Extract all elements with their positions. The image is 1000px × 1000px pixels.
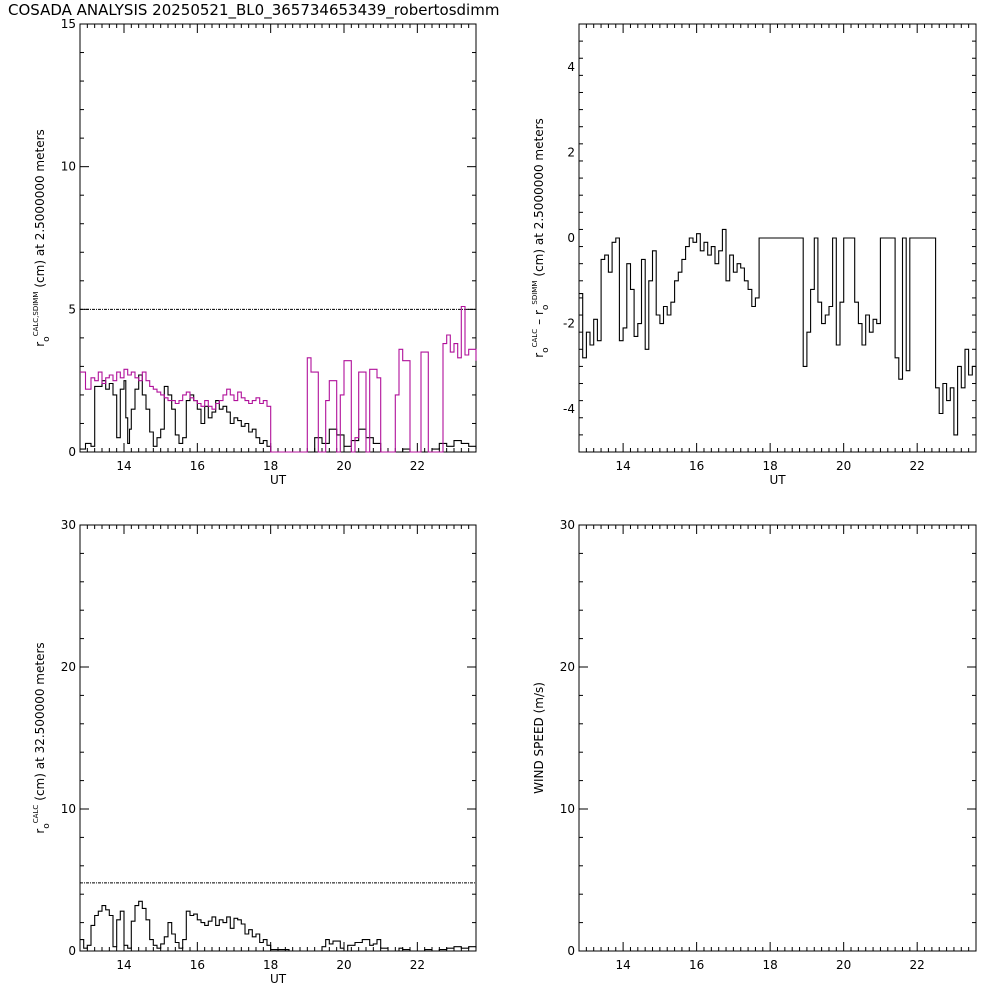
x-tick-label: 22 <box>410 958 425 972</box>
y-tick-label: 10 <box>61 802 76 816</box>
y-tick-label: 5 <box>68 302 76 316</box>
x-tick-label: 16 <box>689 459 704 473</box>
x-tick-label: 20 <box>836 958 851 972</box>
x-axis-label: UT <box>769 473 786 487</box>
y-axis-label: roCALC– roSDIMM(cm) at 2.5000000 meters <box>531 118 551 358</box>
y-label-rest: – r <box>532 310 546 325</box>
y-tick-label: 20 <box>560 660 575 674</box>
x-tick-label: 22 <box>410 459 425 473</box>
y-label-sub: o <box>42 336 52 342</box>
y-tick-label: 30 <box>61 518 76 532</box>
y-label-sup: SDIMM <box>531 281 539 305</box>
x-tick-label: 16 <box>190 958 205 972</box>
y-tick-label: 0 <box>68 445 76 459</box>
x-tick-label: 18 <box>763 958 778 972</box>
y-label-sup: CALC <box>32 805 40 824</box>
series-line-0 <box>579 228 977 436</box>
y-axis-label: roCALC (cm) at 32.500000 meters <box>32 642 52 833</box>
x-tick-label: 14 <box>615 459 630 473</box>
y-label-main: WIND SPEED (m/s) <box>532 682 546 794</box>
x-tick-label: 22 <box>910 958 925 972</box>
y-tick-label: 4 <box>567 60 575 74</box>
y-label-main: r <box>532 353 546 358</box>
y-axis-label: WIND SPEED (m/s) <box>532 682 546 794</box>
series-line-0 <box>80 374 477 453</box>
y-label-sup: CALC <box>531 329 539 348</box>
x-tick-label: 20 <box>336 958 351 972</box>
y-label-sub: o <box>541 304 551 310</box>
series-line-0 <box>80 900 477 952</box>
y-label-rest: (cm) at 2.5000000 meters <box>532 118 546 276</box>
y-axis-label: roCALC,SDIMM (cm) at 2.5000000 meters <box>32 129 52 347</box>
y-tick-label: 0 <box>567 944 575 958</box>
x-tick-label: 22 <box>910 459 925 473</box>
x-axis-label: UT <box>270 473 287 487</box>
y-label-sup: CALC,SDIMM <box>32 292 40 337</box>
y-tick-label: 10 <box>61 160 76 174</box>
y-tick-label: 2 <box>567 145 575 159</box>
y-tick-label: 0 <box>68 944 76 958</box>
x-tick-label: 20 <box>336 459 351 473</box>
x-tick-label: 16 <box>190 459 205 473</box>
y-label-sub: o <box>541 347 551 353</box>
y-tick-label: 30 <box>560 518 575 532</box>
y-tick-label: 10 <box>560 802 575 816</box>
x-tick-label: 14 <box>116 958 131 972</box>
x-tick-label: 20 <box>836 459 851 473</box>
y-tick-label: -4 <box>563 402 575 416</box>
panel-ro-calc-sdimm: 14 16 18 20 22 0 5 10 15 UT roCALC,SDIMM (cm) at 2.… <box>32 17 477 487</box>
plot-frame <box>79 23 477 453</box>
panel-wind-speed: 14 16 18 20 22 0 10 20 30 WIND SPEED (m/s) <box>532 518 977 972</box>
y-label-main: r <box>33 829 47 834</box>
series-line-1 <box>80 305 477 453</box>
plot-frame <box>79 524 477 952</box>
x-tick-label: 18 <box>263 459 278 473</box>
y-tick-label: 15 <box>61 17 76 31</box>
y-tick-label: -2 <box>563 317 575 331</box>
x-axis-label: UT <box>270 972 287 986</box>
y-label-sub: o <box>42 823 52 829</box>
x-tick-label: 18 <box>763 459 778 473</box>
x-tick-label: 18 <box>263 958 278 972</box>
y-label-rest: (cm) at 2.5000000 meters <box>33 129 47 287</box>
y-tick-label: 0 <box>567 231 575 245</box>
y-tick-label: 20 <box>61 660 76 674</box>
y-label-main: r <box>33 342 47 347</box>
panel-ro-calc-32m: 14 16 18 20 22 0 10 20 30 UT roCALC (cm) at 32.5000… <box>32 518 477 986</box>
x-tick-label: 14 <box>116 459 131 473</box>
y-label-rest: (cm) at 32.500000 meters <box>33 642 47 800</box>
x-tick-label: 14 <box>615 958 630 972</box>
page-title: COSADA ANALYSIS 20250521_BL0_36573465343… <box>8 1 500 19</box>
x-tick-label: 16 <box>689 958 704 972</box>
plot-frame <box>578 524 977 952</box>
